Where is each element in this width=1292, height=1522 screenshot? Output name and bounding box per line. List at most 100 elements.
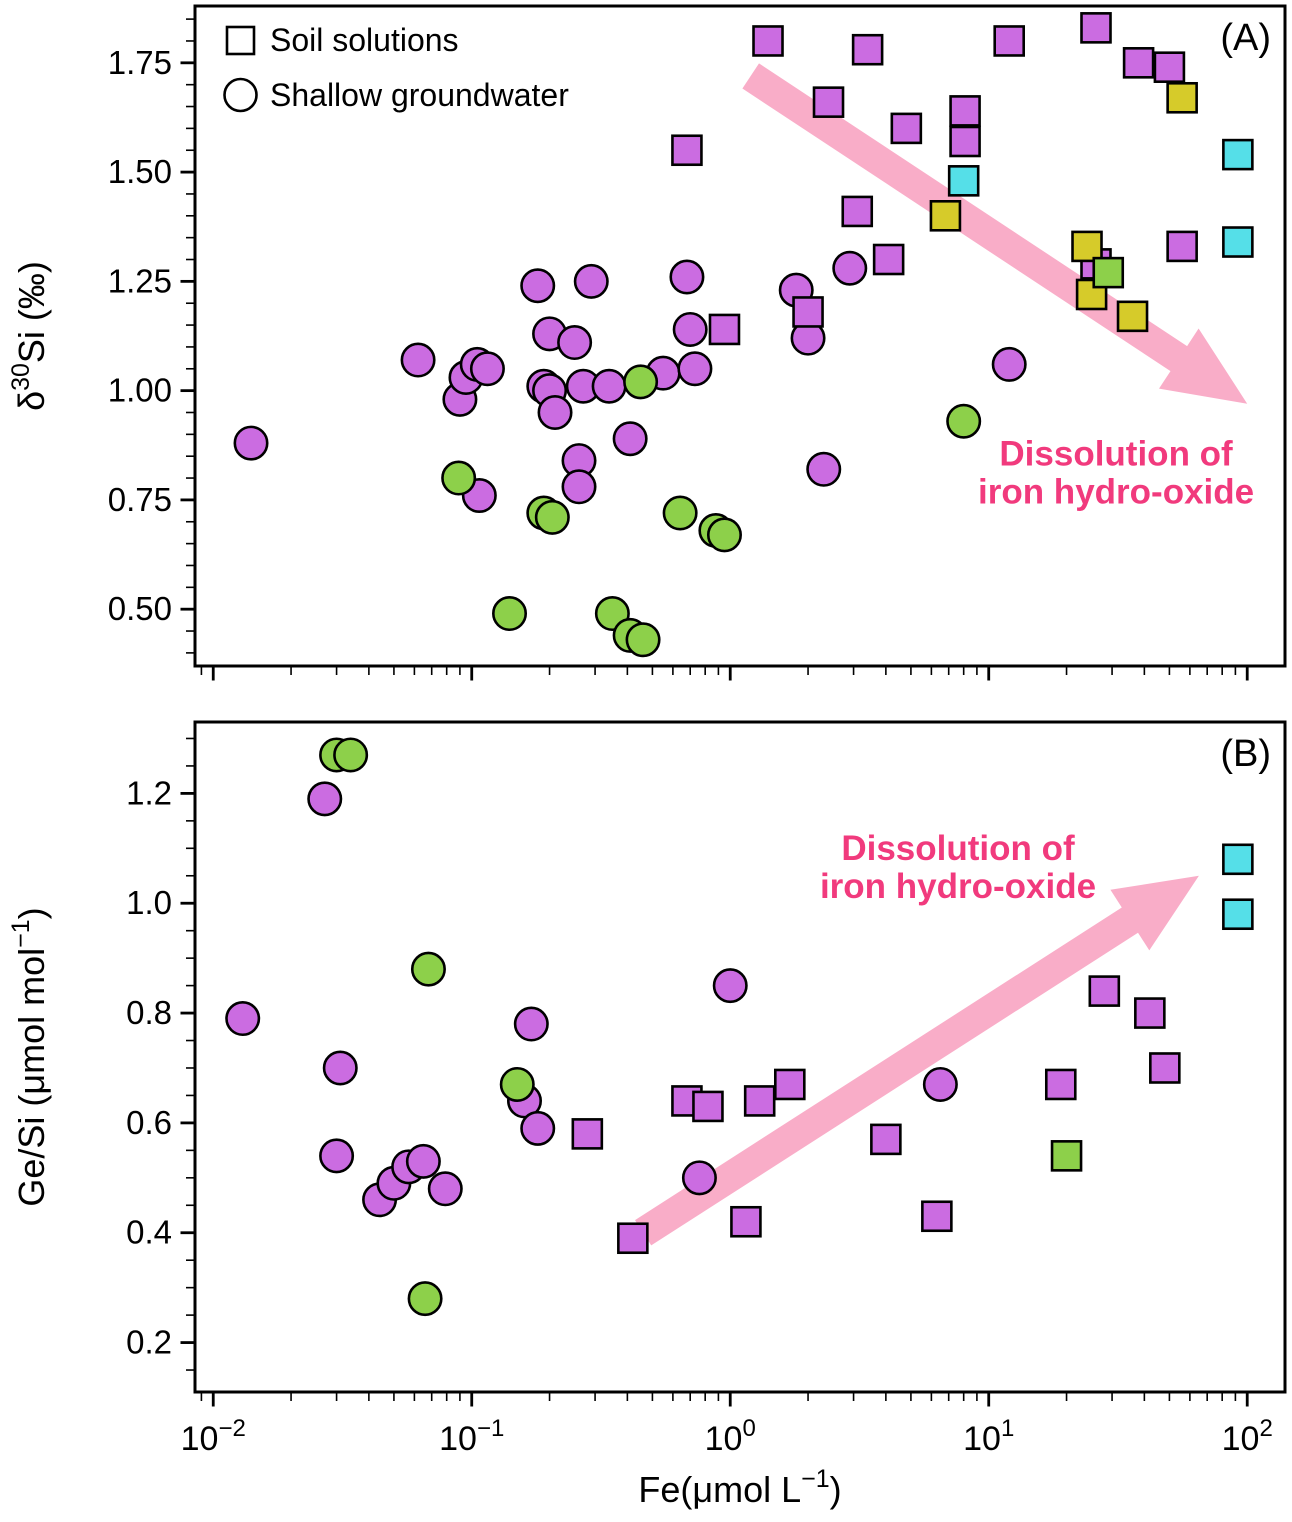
data-point-square: [1044, 1068, 1077, 1101]
y-tick-label: 1.50: [108, 153, 172, 190]
data-point-square: [774, 1068, 806, 1101]
data-point-circle: [991, 346, 1027, 382]
plot-frame-A: [193, 4, 1287, 668]
data-point-circle: [832, 250, 868, 286]
data-point-square: [617, 1222, 649, 1255]
data-point-circle: [410, 951, 446, 987]
annotation-line: Dissolution of: [841, 829, 1075, 868]
legend: Soil solutions Shallow groundwater: [223, 22, 569, 113]
data-point-square: [921, 1200, 953, 1233]
data-point-circle: [625, 622, 661, 658]
data-point-circle: [499, 1066, 535, 1102]
data-point-circle: [612, 421, 648, 457]
data-point-square: [812, 86, 845, 118]
data-point-square: [1149, 1052, 1181, 1084]
data-point-square: [1092, 256, 1125, 289]
y-axis-title-A: δ30Si (‰): [7, 261, 52, 411]
data-point-square: [890, 112, 923, 145]
annotation-line: Dissolution of: [999, 434, 1233, 473]
panel-a: 0.50 0.75 1.00 1.25 1.50 1.75 δ30Si (‰) Dissolu…: [7, 4, 1287, 681]
data-point-circle: [407, 1281, 443, 1317]
y-tick-label: 0.2: [126, 1324, 172, 1361]
x-tick-label: 10−1: [439, 1415, 504, 1458]
y-tick-label: 0.4: [126, 1214, 172, 1251]
panel-b: 0.2 0.4 0.6 0.8 1.0 1.2 10−2 10−1 100 101 102 Fe(μm…: [7, 720, 1287, 1510]
data-point-square: [1222, 226, 1254, 258]
data-point-square: [1116, 300, 1149, 333]
data-point-square: [949, 125, 981, 158]
data-point-square: [947, 165, 980, 197]
series-soil-solutions-green: [1050, 1140, 1083, 1172]
panel-label-A: (A): [1220, 17, 1271, 59]
data-point-square: [752, 25, 784, 57]
y-tick-label: 0.50: [108, 590, 172, 627]
data-point-square: [929, 200, 962, 232]
data-point-circle: [534, 499, 570, 535]
y-tick-label: 1.25: [108, 262, 172, 299]
legend-circle-marker: [223, 77, 258, 113]
series-soil-solutions-yellow: [929, 81, 1198, 333]
data-point-circle: [307, 781, 343, 817]
y-tick-label: 1.2: [126, 774, 172, 811]
data-point-circle: [322, 1050, 358, 1086]
data-point-circle: [520, 1110, 556, 1146]
series-shallow-groundwater-green: [319, 737, 535, 1317]
data-point-square: [1153, 51, 1186, 83]
legend-square-marker: [225, 25, 256, 56]
data-point-circle: [400, 342, 436, 378]
y-axis-title-B: Ge/Si (μmol mol−1): [7, 907, 52, 1206]
series-soil-solutions-cyan: [1222, 843, 1254, 931]
data-point-square: [792, 296, 824, 328]
series-soil-solutions-green: [1092, 256, 1125, 289]
data-point-circle: [520, 268, 556, 304]
data-point-circle: [557, 325, 593, 361]
data-point-square: [993, 25, 1025, 57]
data-point-circle: [662, 495, 698, 531]
data-point-circle: [681, 1160, 717, 1196]
annotation-line: iron hydro-oxide: [820, 867, 1096, 906]
series-shallow-groundwater-green: [441, 364, 982, 658]
data-point-circle: [492, 596, 528, 632]
series-soil-solutions-cyan: [947, 138, 1254, 258]
data-point-circle: [537, 394, 573, 430]
data-point-circle: [591, 368, 627, 404]
data-point-square: [692, 1090, 724, 1123]
data-point-circle: [233, 425, 269, 461]
data-point-circle: [469, 351, 505, 387]
data-point-circle: [706, 517, 742, 553]
data-point-square: [870, 1123, 902, 1156]
data-point-square: [1166, 230, 1198, 263]
data-point-square: [1222, 843, 1254, 876]
data-point-square: [571, 1118, 604, 1150]
data-point-square: [949, 95, 981, 127]
data-point-circle: [225, 1001, 261, 1037]
data-point-square: [851, 33, 884, 66]
y-tick-label: 0.6: [126, 1104, 172, 1141]
data-point-circle: [712, 968, 748, 1004]
plot-frame-B: [193, 720, 1287, 1394]
data-point-square: [1222, 898, 1254, 931]
data-point-square: [1088, 975, 1121, 1007]
data-point-square: [872, 243, 905, 276]
data-point-square: [730, 1205, 762, 1238]
data-point-square: [841, 195, 874, 228]
x-tick-label: 10−2: [181, 1415, 246, 1458]
data-point-circle: [441, 460, 477, 496]
data-point-circle: [806, 451, 842, 487]
data-point-circle: [672, 311, 708, 347]
data-point-circle: [427, 1171, 463, 1207]
series-shallow-groundwater-purple: [225, 781, 958, 1218]
data-point-circle: [922, 1066, 958, 1102]
data-point-square: [1071, 230, 1103, 263]
x-tick-label: 102: [1222, 1415, 1273, 1458]
data-point-circle: [319, 1138, 355, 1174]
x-axis-title: Fe(μmol L−1): [638, 1465, 841, 1510]
data-point-square: [743, 1085, 776, 1117]
data-point-circle: [669, 259, 705, 295]
data-point-circle: [513, 1006, 549, 1042]
series-shallow-groundwater-purple: [233, 250, 1027, 514]
data-point-square: [1134, 997, 1166, 1029]
data-point-square: [1222, 138, 1254, 171]
y-tick-label: 1.00: [108, 372, 172, 409]
data-point-circle: [677, 351, 713, 387]
